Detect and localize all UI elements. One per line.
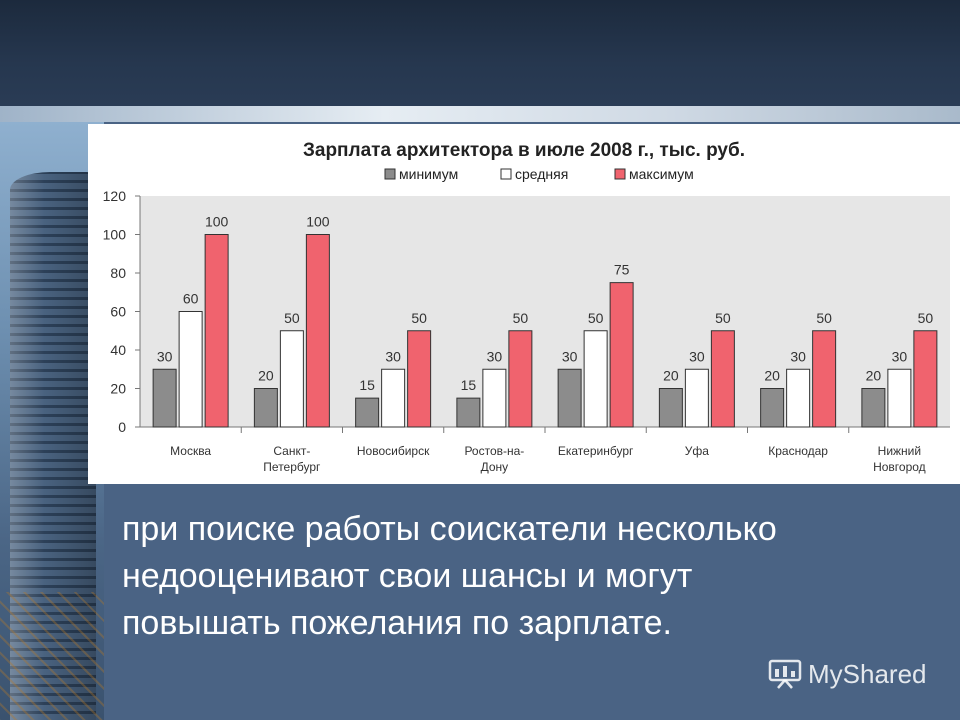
data-label: 50 (918, 310, 934, 326)
x-tick-label: Екатеринбург (558, 444, 634, 458)
bar (861, 388, 886, 428)
caption-line: при поиске работы соискатели несколько (122, 510, 777, 548)
data-label: 30 (689, 348, 705, 364)
y-tick-label: 120 (103, 188, 127, 204)
x-tick-label: Нижний (878, 444, 921, 458)
data-label: 20 (764, 368, 780, 384)
bar (279, 330, 304, 428)
data-label: 30 (487, 348, 503, 364)
crane-shape (0, 592, 104, 720)
bar (381, 368, 406, 428)
bar (583, 330, 608, 428)
watermark-text: MyShared (808, 658, 927, 689)
data-label: 30 (562, 348, 578, 364)
bar (557, 368, 582, 428)
x-tick-label: Дону (481, 460, 509, 474)
bar (456, 397, 481, 428)
building-photo (0, 122, 104, 720)
bar (482, 368, 507, 428)
y-tick-label: 60 (110, 304, 126, 320)
y-tick-label: 100 (103, 227, 127, 243)
header-band (0, 0, 960, 106)
salary-chart: Зарплата архитектора в июле 2008 г., тыс… (103, 140, 950, 474)
bar (355, 397, 380, 428)
x-tick-label: Санкт- (273, 444, 310, 458)
data-label: 20 (258, 368, 274, 384)
y-tick-label: 80 (110, 265, 126, 281)
chart-panel: Зарплата архитектора в июле 2008 г., тыс… (88, 124, 960, 484)
bar (812, 330, 837, 428)
data-label: 50 (513, 310, 529, 326)
x-tick-label: Петербург (263, 460, 321, 474)
presentation-icon (768, 659, 802, 689)
legend-label: максимум (629, 166, 694, 182)
data-label: 50 (284, 310, 300, 326)
y-tick-label: 0 (118, 419, 126, 435)
data-label: 50 (588, 310, 604, 326)
bar (305, 234, 330, 428)
x-tick-label: Уфа (685, 444, 709, 458)
x-tick-label: Ростов-на- (464, 444, 524, 458)
header-divider (0, 106, 960, 122)
tower-shape (10, 172, 96, 720)
bar (887, 368, 912, 428)
tower-shade (10, 172, 96, 720)
data-label: 20 (866, 368, 882, 384)
x-tick-label: Новосибирск (357, 444, 430, 458)
bar (658, 388, 683, 428)
legend-swatch (614, 168, 626, 180)
bar (760, 388, 785, 428)
bar (786, 368, 811, 428)
bar (152, 368, 177, 428)
data-label: 75 (614, 262, 630, 278)
data-label: 30 (385, 348, 401, 364)
data-label: 15 (461, 377, 477, 393)
bar (508, 330, 533, 428)
caption-line: повышать пожелания по зарплате. (122, 604, 672, 642)
data-label: 15 (359, 377, 375, 393)
data-label: 20 (663, 368, 679, 384)
caption-text: при поиске работы соискатели несколько н… (122, 506, 952, 647)
data-label: 100 (306, 214, 330, 230)
data-label: 50 (816, 310, 832, 326)
data-label: 60 (183, 291, 199, 307)
data-label: 30 (790, 348, 806, 364)
data-label: 30 (892, 348, 908, 364)
bar (913, 330, 938, 428)
y-tick-label: 20 (110, 381, 126, 397)
data-label: 30 (157, 348, 173, 364)
bar (178, 311, 203, 428)
data-label: 100 (205, 214, 229, 230)
legend-label: минимум (399, 166, 458, 182)
bar (407, 330, 432, 428)
bar (609, 282, 634, 428)
y-tick-label: 40 (110, 342, 126, 358)
legend-swatch (500, 168, 512, 180)
x-tick-label: Новгород (873, 460, 926, 474)
watermark: MyShared (768, 656, 927, 692)
bar (253, 388, 278, 428)
data-label: 50 (411, 310, 427, 326)
caption-line: недооценивают свои шансы и могут (122, 557, 693, 595)
bar (684, 368, 709, 428)
data-label: 50 (715, 310, 731, 326)
legend-label: средняя (515, 166, 568, 182)
bar (204, 234, 229, 428)
chart-title: Зарплата архитектора в июле 2008 г., тыс… (303, 140, 745, 161)
legend-swatch (384, 168, 396, 180)
x-tick-label: Краснодар (768, 444, 828, 458)
x-tick-label: Москва (170, 444, 211, 458)
bar (710, 330, 735, 428)
